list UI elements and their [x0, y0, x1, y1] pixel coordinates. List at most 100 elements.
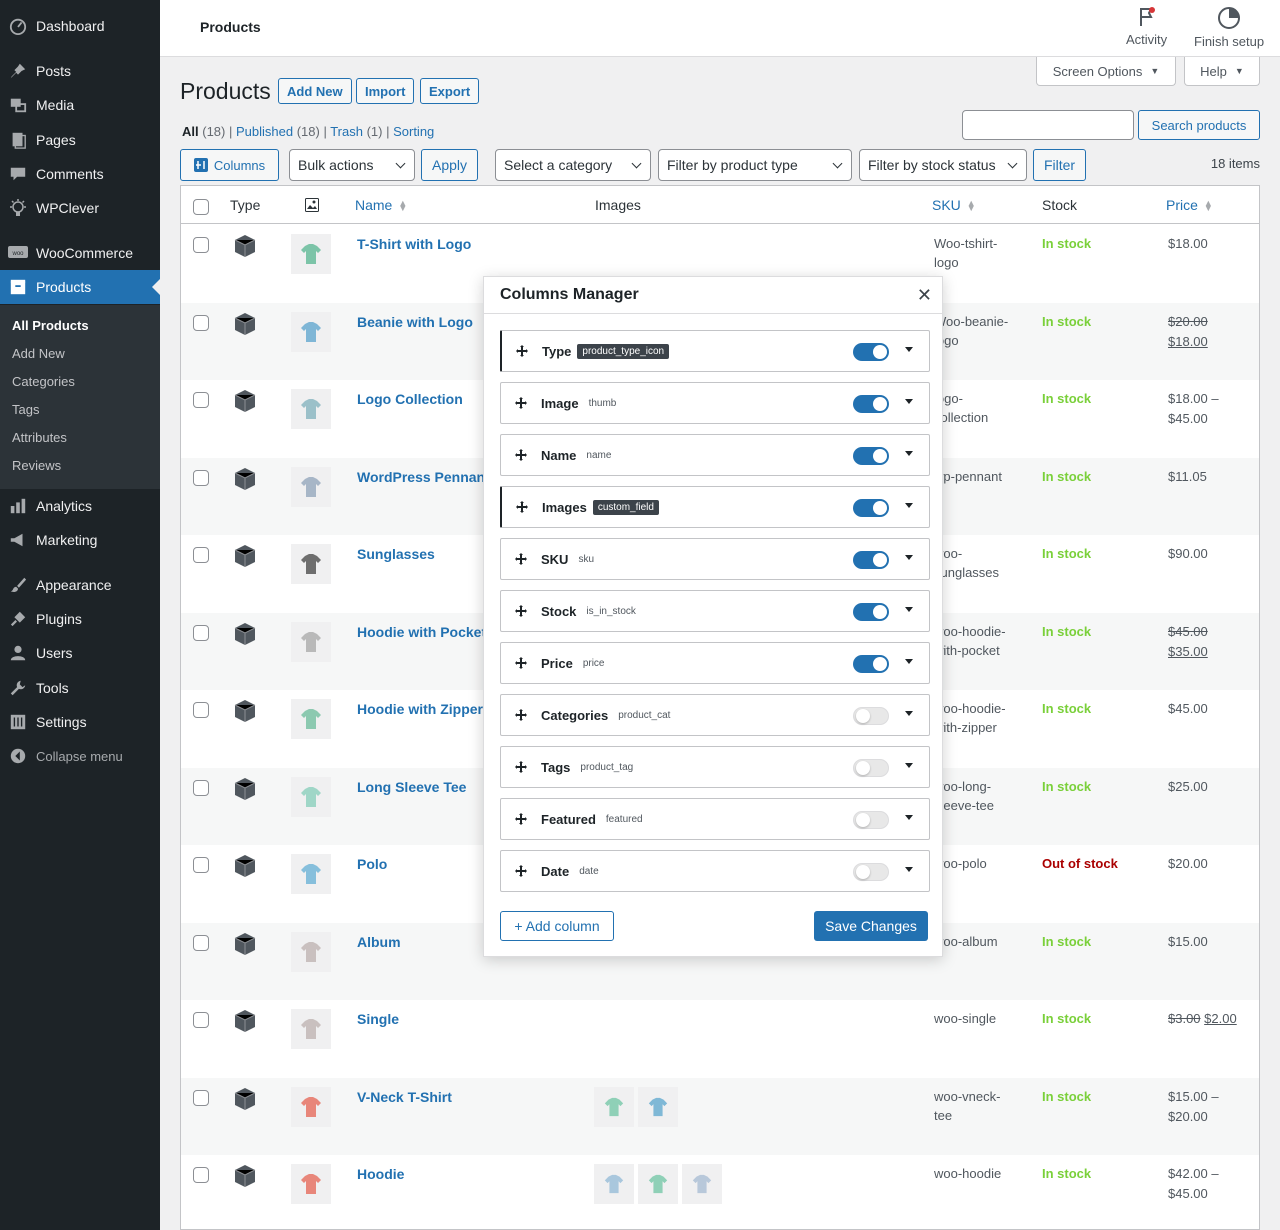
help-button[interactable]: Help ▼: [1184, 57, 1260, 86]
submenu-attributes[interactable]: Attributes: [12, 430, 67, 445]
drag-handle-icon[interactable]: [501, 397, 541, 409]
row-checkbox[interactable]: [193, 702, 209, 718]
product-name-link[interactable]: Logo Collection: [357, 391, 463, 407]
product-gallery-image[interactable]: [638, 1164, 678, 1204]
submenu-all-products[interactable]: All Products: [12, 318, 89, 333]
column-item-product-type-icon[interactable]: Type product_type_icon: [500, 330, 930, 372]
column-visibility-toggle[interactable]: [853, 395, 889, 413]
menu-plugins[interactable]: Plugins: [0, 602, 160, 636]
product-thumbnail[interactable]: [291, 854, 331, 894]
view-published[interactable]: Published: [235, 124, 294, 139]
menu-products[interactable]: Products: [0, 270, 160, 304]
row-checkbox[interactable]: [193, 934, 209, 951]
product-gallery-image[interactable]: [682, 1164, 722, 1204]
column-item-thumb[interactable]: Image thumb: [500, 382, 930, 424]
drag-handle-icon[interactable]: [501, 449, 541, 461]
column-visibility-toggle[interactable]: [853, 343, 889, 361]
product-name-link[interactable]: Hoodie with Pocket: [357, 623, 487, 640]
product-name-link[interactable]: Single: [357, 1011, 400, 1027]
product-name-link[interactable]: Hoodie: [357, 1166, 405, 1182]
expand-caret-icon[interactable]: [905, 503, 913, 508]
columns-button[interactable]: Columns: [180, 149, 279, 181]
add-column-button[interactable]: + Add column: [500, 911, 614, 941]
product-name-link[interactable]: Beanie with Logo: [357, 313, 473, 330]
menu-posts[interactable]: Posts: [0, 54, 160, 88]
row-checkbox[interactable]: [193, 857, 209, 873]
product-thumbnail[interactable]: [291, 621, 331, 662]
column-header-name[interactable]: Name ▲ ▼: [355, 197, 407, 213]
filter-button[interactable]: Filter: [1033, 149, 1086, 181]
column-item-featured[interactable]: Featured featured: [500, 798, 930, 840]
product-gallery-image[interactable]: [638, 1086, 678, 1127]
product-thumbnail[interactable]: [291, 466, 331, 507]
close-icon[interactable]: ✕: [916, 284, 932, 305]
row-checkbox[interactable]: [193, 237, 209, 253]
column-item-product-tag[interactable]: Tags product_tag: [500, 746, 930, 788]
drag-handle-icon[interactable]: [502, 345, 542, 357]
finish-setup-button[interactable]: Finish setup: [1194, 6, 1264, 49]
product-thumbnail[interactable]: [291, 234, 331, 274]
bulk-actions-select[interactable]: Bulk actions: [289, 149, 415, 181]
save-changes-button[interactable]: Save Changes: [814, 911, 928, 941]
product-thumbnail[interactable]: [291, 931, 331, 972]
expand-caret-icon[interactable]: [905, 347, 913, 352]
column-item-custom-field[interactable]: Images custom_field: [500, 486, 930, 528]
expand-caret-icon[interactable]: [905, 815, 913, 820]
product-name-link[interactable]: V-Neck T-Shirt: [357, 1088, 452, 1105]
menu-dashboard[interactable]: Dashboard: [0, 9, 160, 43]
view-sorting[interactable]: Sorting: [393, 124, 435, 139]
column-visibility-toggle[interactable]: [853, 551, 889, 569]
row-checkbox[interactable]: [193, 1012, 209, 1028]
import-button[interactable]: Import: [356, 78, 415, 104]
drag-handle-icon[interactable]: [501, 761, 541, 773]
column-visibility-toggle[interactable]: [853, 863, 889, 881]
drag-handle-icon[interactable]: [502, 501, 542, 513]
product-name-link[interactable]: T-Shirt with Logo: [357, 236, 472, 252]
row-checkbox[interactable]: [193, 392, 209, 408]
search-input[interactable]: [962, 110, 1134, 140]
column-item-sku[interactable]: SKU sku: [500, 538, 930, 580]
stock-status-filter-select[interactable]: Filter by stock status: [859, 149, 1027, 181]
export-button[interactable]: Export: [420, 78, 480, 104]
row-checkbox[interactable]: [193, 469, 209, 486]
column-visibility-toggle[interactable]: [853, 655, 889, 673]
menu-woocommerce[interactable]: woo WooCommerce: [0, 236, 160, 270]
product-thumbnail[interactable]: [291, 544, 331, 584]
row-checkbox[interactable]: [193, 1089, 209, 1106]
product-gallery-image[interactable]: [594, 1086, 634, 1127]
expand-caret-icon[interactable]: [905, 451, 913, 456]
expand-caret-icon[interactable]: [905, 399, 913, 404]
product-thumbnail[interactable]: [291, 776, 331, 817]
expand-caret-icon[interactable]: [905, 711, 913, 716]
menu-media[interactable]: Media: [0, 88, 160, 122]
product-thumbnail[interactable]: [291, 389, 331, 429]
product-name-link[interactable]: Album: [357, 933, 401, 950]
column-header-sku[interactable]: SKU ▲ ▼: [932, 197, 976, 213]
product-gallery-image[interactable]: [594, 1164, 634, 1204]
row-checkbox[interactable]: [193, 1167, 209, 1183]
menu-tools[interactable]: Tools: [0, 671, 160, 705]
search-products-button[interactable]: Search products: [1138, 110, 1260, 140]
product-thumbnail[interactable]: [291, 311, 331, 352]
menu-wpclever[interactable]: WPClever: [0, 191, 160, 225]
product-name-link[interactable]: Hoodie with Zipper: [357, 701, 483, 717]
drag-handle-icon[interactable]: [501, 553, 541, 565]
row-checkbox[interactable]: [193, 314, 209, 331]
collapse-menu[interactable]: Collapse menu: [0, 739, 160, 773]
expand-caret-icon[interactable]: [905, 763, 913, 768]
column-visibility-toggle[interactable]: [853, 707, 889, 725]
column-item-is-in-stock[interactable]: Stock is_in_stock: [500, 590, 930, 632]
expand-caret-icon[interactable]: [905, 607, 913, 612]
product-name-link[interactable]: Polo: [357, 856, 388, 872]
menu-settings[interactable]: Settings: [0, 705, 160, 739]
product-thumbnail[interactable]: [291, 699, 331, 739]
drag-handle-icon[interactable]: [501, 865, 541, 877]
submenu-add-new[interactable]: Add New: [12, 346, 65, 361]
column-visibility-toggle[interactable]: [853, 447, 889, 465]
menu-marketing[interactable]: Marketing: [0, 523, 160, 557]
column-visibility-toggle[interactable]: [853, 603, 889, 621]
column-item-date[interactable]: Date date: [500, 850, 930, 892]
category-filter-select[interactable]: Select a category: [495, 149, 651, 181]
expand-caret-icon[interactable]: [905, 867, 913, 872]
row-checkbox[interactable]: [193, 547, 209, 563]
